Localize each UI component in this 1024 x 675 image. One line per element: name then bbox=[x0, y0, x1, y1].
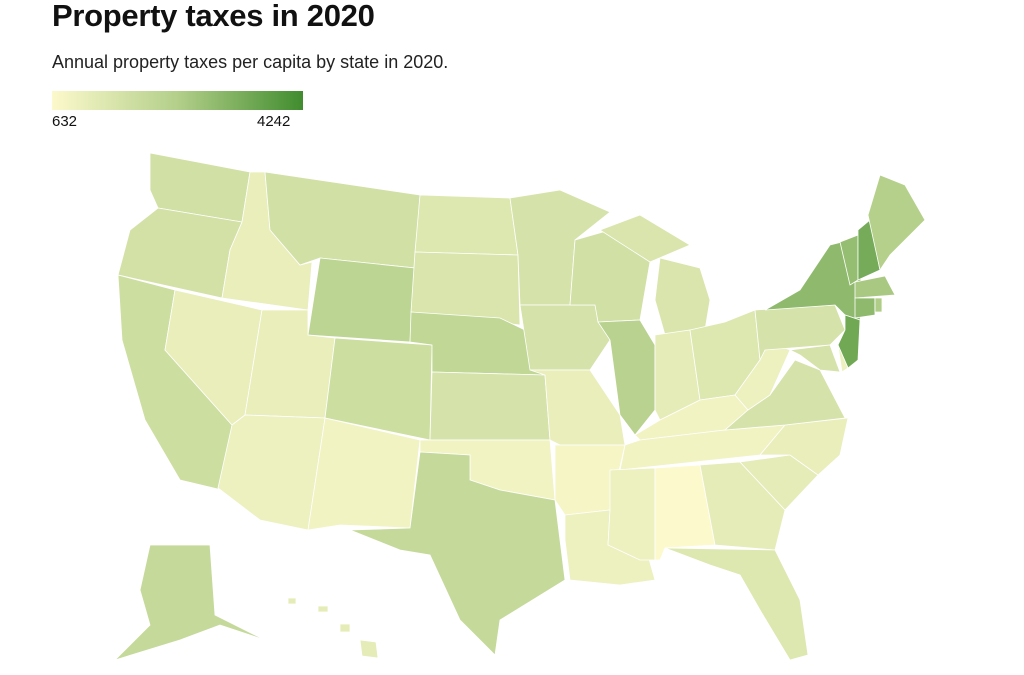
state-wy[interactable] bbox=[307, 257, 416, 343]
state-de[interactable] bbox=[837, 344, 849, 373]
state-me[interactable] bbox=[867, 174, 926, 272]
state-va[interactable] bbox=[723, 359, 846, 431]
color-legend-bar bbox=[52, 91, 303, 110]
state-az[interactable] bbox=[217, 414, 326, 531]
state-ma[interactable] bbox=[854, 275, 896, 299]
page-title: Property taxes in 2020 bbox=[52, 0, 375, 33]
state-ks[interactable] bbox=[429, 371, 551, 441]
state-ct[interactable] bbox=[854, 297, 876, 319]
state-nd[interactable] bbox=[414, 194, 519, 256]
legend-max-label: 4242 bbox=[257, 113, 291, 130]
state-ri[interactable] bbox=[874, 297, 883, 313]
legend-min-label: 632 bbox=[52, 113, 78, 130]
state-ms[interactable] bbox=[607, 467, 656, 561]
state-ak[interactable] bbox=[114, 544, 266, 661]
state-ga[interactable] bbox=[699, 461, 786, 551]
state-fl[interactable] bbox=[664, 547, 809, 661]
subtitle: Annual property taxes per capita by stat… bbox=[52, 52, 449, 72]
state-tx[interactable] bbox=[349, 451, 566, 656]
state-hi[interactable] bbox=[287, 597, 379, 659]
state-sd[interactable] bbox=[410, 251, 521, 326]
state-md[interactable] bbox=[788, 344, 841, 373]
state-nm[interactable] bbox=[307, 417, 421, 531]
state-il[interactable] bbox=[597, 319, 656, 436]
